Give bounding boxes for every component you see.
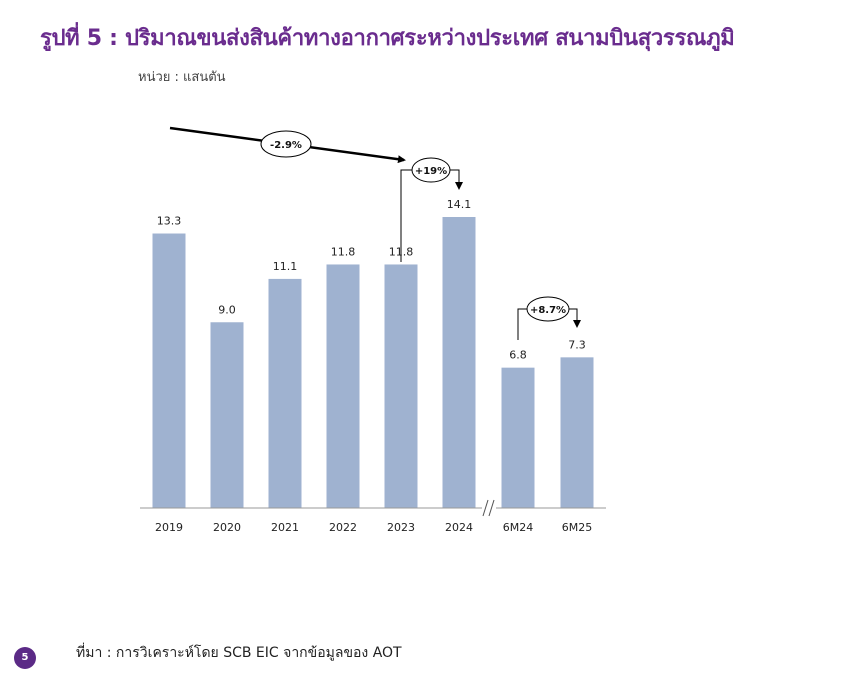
value-label-6m25: 7.3: [568, 338, 586, 351]
trend-annotation: -2.9%: [169, 126, 406, 164]
category-label-2019: 2019: [155, 521, 183, 534]
value-label-6m24: 6.8: [509, 349, 527, 362]
bar-6m25: [560, 357, 594, 508]
value-label-2024: 14.1: [447, 198, 472, 211]
bar-chart: 13.320199.0202011.1202111.8202211.820231…: [140, 126, 606, 534]
bar-2024: [442, 217, 476, 508]
axis-break-mark: [482, 499, 496, 517]
bar-6m24: [501, 367, 535, 508]
value-label-2021: 11.1: [273, 260, 298, 273]
category-label-2024: 2024: [445, 521, 473, 534]
growth-annotation-6m25-label: +8.7%: [530, 305, 566, 316]
value-label-2022: 11.8: [331, 245, 356, 258]
bar-2019: [152, 233, 186, 509]
category-label-6m25: 6M25: [562, 521, 593, 534]
bar-2021: [268, 278, 302, 508]
value-label-2019: 13.3: [157, 215, 182, 228]
growth-annotation-2024-label: +19%: [415, 166, 447, 177]
bar-2023: [384, 264, 418, 508]
trend-annotation-label: -2.9%: [270, 140, 302, 151]
growth-annotation-6m25: +8.7%: [517, 296, 581, 340]
page-number-badge: 5: [14, 647, 36, 669]
category-label-6m24: 6M24: [503, 521, 534, 534]
growth-annotation-2024: +19%: [400, 157, 463, 262]
bar-2020: [210, 322, 244, 508]
category-label-2023: 2023: [387, 521, 415, 534]
source-note: ที่มา : การวิเคราะห์โดย SCB EIC จากข้อมู…: [76, 645, 402, 661]
category-label-2021: 2021: [271, 521, 299, 534]
category-label-2020: 2020: [213, 521, 241, 534]
bar-2022: [326, 264, 360, 508]
value-label-2020: 9.0: [218, 303, 236, 316]
unit-label: หน่วย : แสนตัน: [138, 70, 226, 85]
page-title: รูปที่ 5 : ปริมาณขนส่งสินค้าทางอากาศระหว…: [40, 26, 735, 51]
category-label-2022: 2022: [329, 521, 357, 534]
